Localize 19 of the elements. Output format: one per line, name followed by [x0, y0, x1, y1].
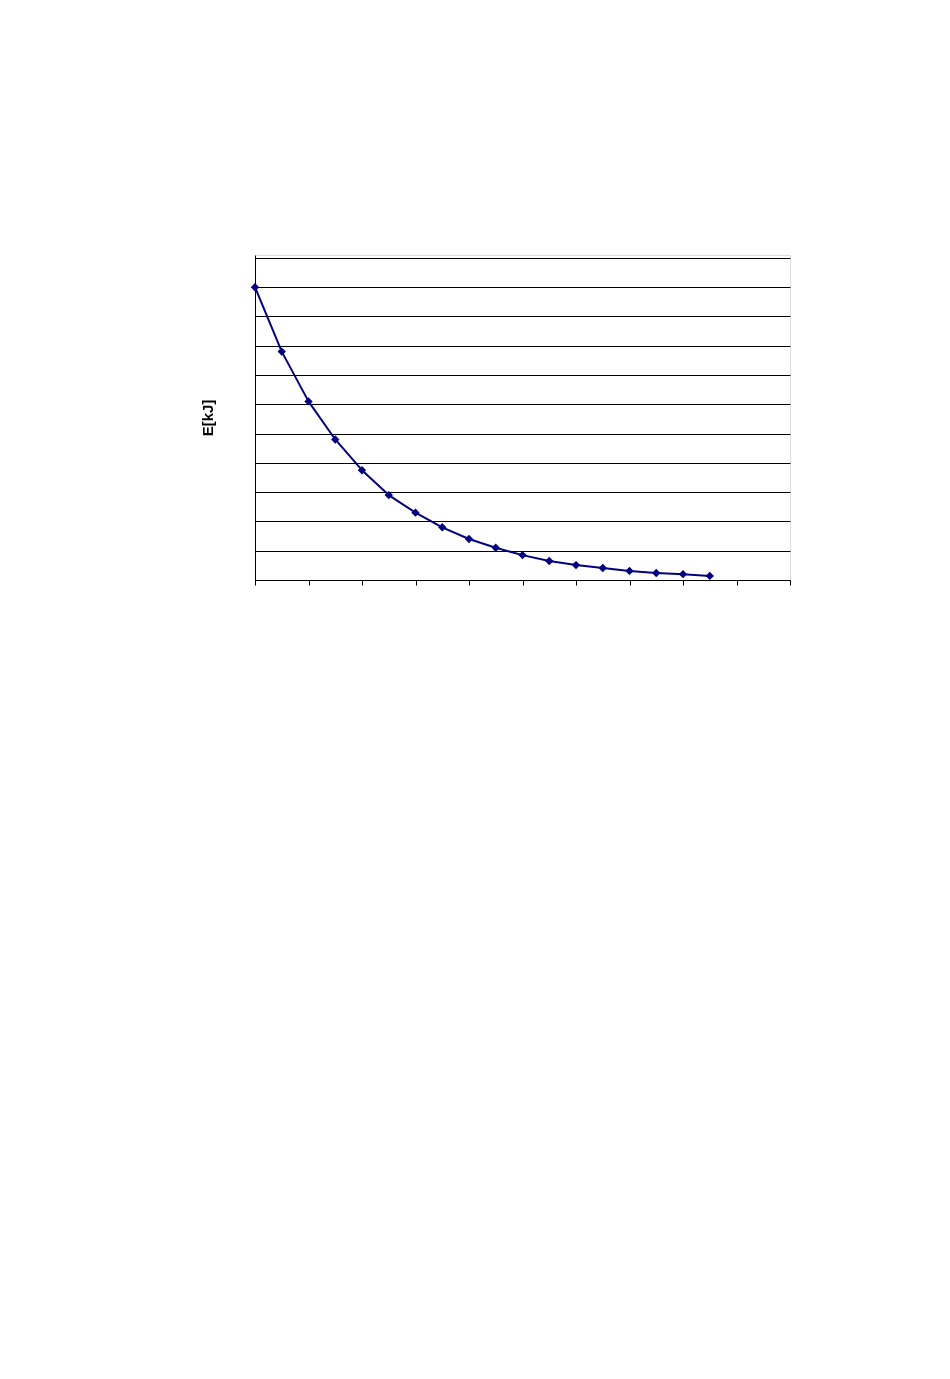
point — [598, 563, 607, 573]
point — [438, 523, 447, 532]
point — [384, 490, 393, 500]
point — [678, 569, 688, 579]
point — [331, 435, 340, 444]
point — [705, 571, 714, 581]
point — [545, 556, 554, 566]
point — [277, 347, 286, 356]
point — [304, 397, 313, 406]
y-axis-title: E[kJ] — [198, 399, 216, 437]
point — [625, 566, 634, 576]
point — [250, 283, 260, 292]
point — [571, 560, 581, 570]
point — [652, 568, 661, 578]
point — [518, 550, 527, 560]
point — [411, 508, 420, 517]
point — [464, 534, 474, 544]
point — [491, 543, 500, 552]
point — [357, 466, 367, 475]
